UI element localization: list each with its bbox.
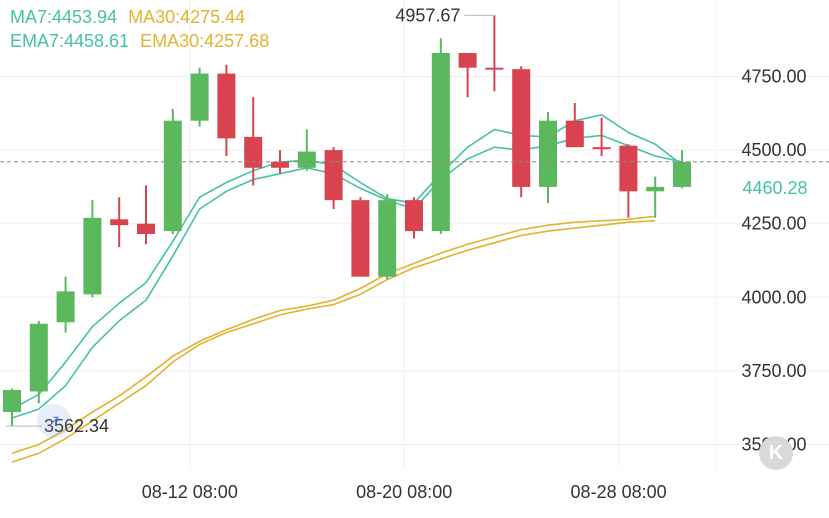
- candle-up: [163, 108, 182, 234]
- candle-down: [405, 197, 423, 239]
- candle-down: [110, 197, 129, 248]
- candle-down: [565, 103, 584, 148]
- arrow-up-right-icon[interactable]: ↗: [37, 404, 71, 438]
- candle-body: [646, 186, 665, 192]
- candle-down: [217, 64, 236, 156]
- current-price-label: 4460.28: [726, 176, 824, 200]
- candles: [3, 15, 691, 427]
- low-annotation-label: 3562.34: [44, 416, 109, 436]
- ema7-line: [11, 134, 683, 419]
- candle-up: [56, 276, 75, 333]
- candle-body: [29, 323, 48, 392]
- candle-body: [619, 145, 638, 192]
- candle-body: [3, 390, 21, 413]
- candle-body: [351, 200, 370, 277]
- candle-up: [646, 176, 665, 218]
- y-axis: 4750.004500.004250.004000.003750.003500.…: [741, 67, 806, 455]
- legend-ema30: EMA30:4257.68: [140, 31, 270, 51]
- candle-body: [512, 69, 531, 187]
- candle-body: [405, 200, 423, 232]
- y-tick-label: 4250.00: [741, 214, 806, 234]
- candle-up: [29, 320, 48, 404]
- legend-ma7: MA7:4453.94: [10, 7, 118, 27]
- candle-up: [673, 150, 691, 189]
- candle-down: [592, 117, 611, 156]
- candle-body: [673, 161, 691, 187]
- x-tick-label: 08-20 08:00: [356, 482, 452, 502]
- candle-down: [619, 144, 638, 218]
- legend-ma-row: MA7:4453.94 MA30:4275.44: [10, 6, 251, 28]
- ema30-line: [11, 220, 656, 463]
- candle-body: [485, 67, 504, 70]
- candle-up: [378, 194, 397, 280]
- candle-body: [324, 150, 343, 201]
- y-tick-label: 4750.00: [741, 67, 806, 87]
- candle-body: [565, 120, 584, 148]
- candle-body: [458, 52, 477, 68]
- y-tick-label: 4500.00: [741, 140, 806, 160]
- legend-ema-row: EMA7:4458.61 EMA30:4257.68: [10, 30, 275, 52]
- candle-down: [324, 147, 343, 209]
- candle-down: [351, 197, 370, 277]
- candle-body: [163, 120, 182, 232]
- candle-body: [431, 52, 450, 232]
- ma7-line: [11, 113, 683, 410]
- x-axis: 08-12 08:00 08-20 08:00 08-28 08:00: [142, 482, 667, 502]
- candle-body: [297, 151, 316, 168]
- x-tick-label: 08-28 08:00: [571, 482, 667, 502]
- candle-body: [217, 73, 236, 139]
- legend-ema7: EMA7:4458.61: [10, 31, 130, 51]
- moving-average-lines: [11, 113, 683, 463]
- candle-down: [137, 185, 155, 245]
- candle-body: [137, 223, 155, 234]
- candle-body: [83, 217, 102, 295]
- candle-body: [190, 73, 209, 121]
- candle-body: [592, 147, 611, 150]
- candle-up: [3, 388, 21, 427]
- candle-body: [110, 219, 129, 226]
- candle-up: [297, 129, 316, 171]
- candle-body: [378, 200, 397, 277]
- candle-body: [244, 136, 263, 168]
- y-tick-label: 4000.00: [741, 287, 806, 307]
- candle-body: [56, 291, 75, 323]
- candle-body: [539, 120, 557, 187]
- candle-up: [190, 67, 209, 127]
- legend-ma30: MA30:4275.44: [128, 7, 246, 27]
- candle-body: [271, 161, 289, 168]
- candle-up: [431, 38, 450, 234]
- annotations: 4957.67 3562.34: [0, 5, 829, 436]
- ma30-line: [11, 215, 656, 455]
- x-tick-label: 08-12 08:00: [142, 482, 238, 502]
- candle-up: [83, 200, 102, 298]
- candle-down: [512, 66, 531, 198]
- candle-down: [485, 15, 504, 92]
- high-annotation-label: 4957.67: [395, 5, 460, 25]
- candle-up: [539, 111, 557, 204]
- kline-button[interactable]: K: [759, 436, 793, 470]
- candle-down: [458, 52, 477, 98]
- candle-down: [244, 97, 263, 186]
- y-tick-label: 3750.00: [741, 361, 806, 381]
